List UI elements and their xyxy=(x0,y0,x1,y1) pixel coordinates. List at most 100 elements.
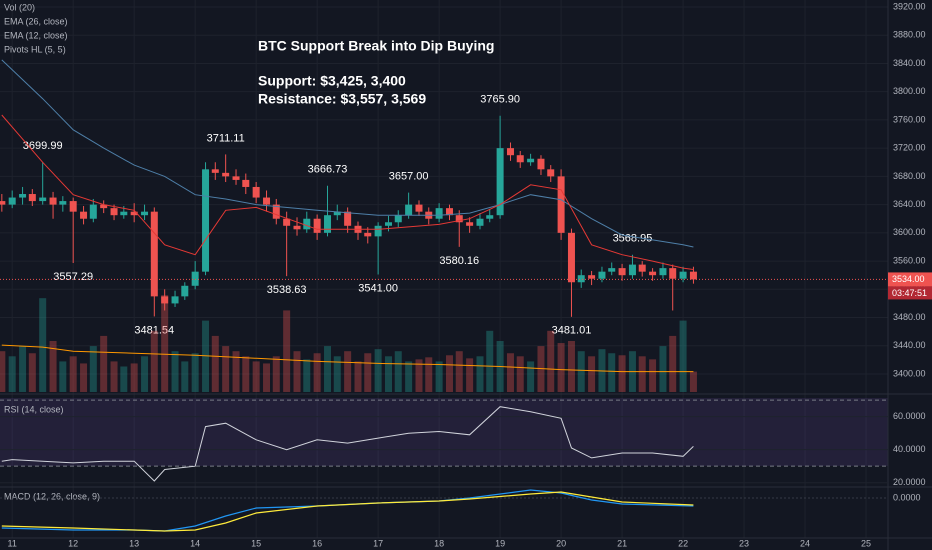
volume-bar xyxy=(313,353,321,392)
legend-entry: EMA (26, close) xyxy=(4,16,68,26)
x-tick-label: 18 xyxy=(434,538,444,548)
x-tick-label: 22 xyxy=(678,538,688,548)
x-tick-label: 15 xyxy=(251,538,261,548)
countdown-label: 03:47:51 xyxy=(892,288,927,298)
candle-body xyxy=(649,271,657,276)
volume-bar xyxy=(649,359,657,392)
candle-body xyxy=(0,201,6,205)
volume-bar xyxy=(120,366,128,392)
pivot-label: 3765.90 xyxy=(480,94,520,106)
candle-body xyxy=(567,232,575,283)
y-tick-label: 3880.00 xyxy=(893,30,926,40)
volume-bar xyxy=(303,359,311,392)
candle-body xyxy=(49,197,57,205)
candle-body xyxy=(455,215,463,223)
volume-bar xyxy=(211,335,219,392)
y-tick-label: 60.0000 xyxy=(893,411,926,421)
candle-body xyxy=(659,268,667,276)
candle-body xyxy=(222,172,230,177)
candle-body xyxy=(679,271,687,279)
volume-bar xyxy=(0,351,6,392)
volume-bar xyxy=(263,363,271,392)
y-tick-label: 40.0000 xyxy=(893,444,926,454)
candle-body xyxy=(638,264,646,272)
x-tick-label: 12 xyxy=(68,538,78,548)
volume-bar xyxy=(435,361,443,392)
volume-bar xyxy=(659,346,667,392)
volume-bar xyxy=(588,356,596,392)
volume-bar xyxy=(425,357,433,392)
volume-bar xyxy=(669,335,677,392)
candle-body xyxy=(466,222,474,226)
candle-body xyxy=(486,215,494,219)
volume-bar xyxy=(141,356,149,392)
annotation: Resistance: $3,557, 3,569 xyxy=(258,91,426,107)
volume-bar xyxy=(222,346,230,392)
candle-body xyxy=(120,211,128,216)
candle-body xyxy=(181,285,189,297)
candle-body xyxy=(141,211,149,216)
legend-entry: RSI (14, close) xyxy=(4,404,64,414)
candle-body xyxy=(577,275,585,283)
candle-body xyxy=(496,148,504,216)
candle-body xyxy=(588,275,596,279)
x-tick-label: 13 xyxy=(129,538,139,548)
volume-bar xyxy=(130,363,138,392)
candle-body xyxy=(161,296,169,304)
legend-entry: Pivots HL (5, 5) xyxy=(4,44,66,54)
candle-body xyxy=(689,271,697,280)
volume-bar xyxy=(80,363,88,392)
candle-body xyxy=(130,211,138,216)
candle-body xyxy=(394,215,402,223)
pivot-label: 3699.99 xyxy=(23,140,63,152)
countdown-tag xyxy=(888,286,932,300)
candle-body xyxy=(547,169,555,177)
x-tick-label: 19 xyxy=(495,538,505,548)
volume-bar xyxy=(527,361,535,392)
ema-line xyxy=(1,59,694,248)
pivot-label: 3541.00 xyxy=(358,282,398,294)
volume-bar xyxy=(567,341,575,392)
y-tick-label: 3640.00 xyxy=(893,199,926,209)
candle-body xyxy=(527,158,535,163)
candle-body xyxy=(211,169,219,173)
rsi-line xyxy=(1,406,694,482)
candle-body xyxy=(374,225,382,237)
volume-bar xyxy=(557,343,565,392)
volume-bar xyxy=(181,361,189,392)
volume-bar xyxy=(486,330,494,392)
candle-body xyxy=(252,186,260,198)
volume-bar xyxy=(333,356,341,392)
y-tick-label: 3560.00 xyxy=(893,255,926,265)
volume-bar xyxy=(100,335,108,392)
volume-bar xyxy=(577,351,585,392)
volume-bar xyxy=(394,351,402,392)
legend-entry: EMA (12, close) xyxy=(4,30,68,40)
volume-bar xyxy=(39,298,47,392)
x-tick-label: 14 xyxy=(190,538,200,548)
x-tick-label: 23 xyxy=(739,538,749,548)
volume-bar xyxy=(516,356,524,392)
x-tick-label: 25 xyxy=(861,538,871,548)
volume-bar xyxy=(110,361,118,392)
candle-body xyxy=(537,158,545,170)
candle-body xyxy=(150,211,158,297)
candle-body xyxy=(385,222,392,226)
volume-bar xyxy=(28,353,36,392)
volume-bar xyxy=(69,356,77,392)
candle-body xyxy=(476,218,484,226)
y-tick-label: 3840.00 xyxy=(893,58,926,68)
candle-body xyxy=(272,204,280,219)
ema-line xyxy=(1,114,694,270)
volume-bar xyxy=(689,371,697,392)
x-tick-label: 21 xyxy=(617,538,627,548)
volume-bar xyxy=(415,359,423,392)
candle-body xyxy=(344,211,352,226)
candle-body xyxy=(232,176,240,180)
pivot-label: 3657.00 xyxy=(389,171,429,183)
candle-body xyxy=(28,194,36,202)
volume-bar xyxy=(638,356,646,392)
volume-bar xyxy=(49,341,57,392)
candle-body xyxy=(516,155,524,163)
volume-bar xyxy=(8,356,16,392)
